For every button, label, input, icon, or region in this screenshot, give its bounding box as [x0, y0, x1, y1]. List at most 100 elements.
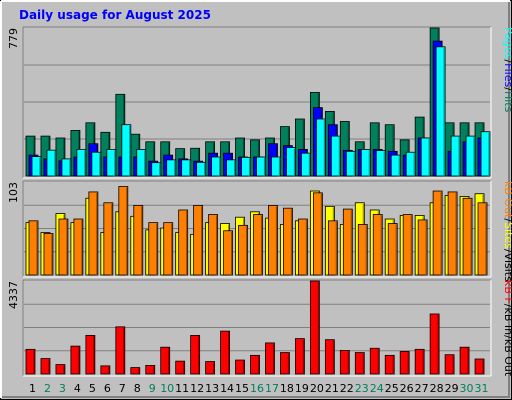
bar-sites — [327, 220, 338, 276]
bar-kb-f — [70, 345, 81, 375]
day-label: 31 — [475, 382, 489, 395]
bar-sites — [357, 224, 368, 276]
legend-label: Visits — [502, 253, 512, 282]
side-legend-text: kB Out/Sites/Visits — [502, 181, 512, 282]
day-label: 14 — [220, 382, 234, 395]
bar-sites — [477, 202, 488, 276]
bar-kb-f — [369, 347, 380, 375]
bar-kb-f — [339, 350, 350, 375]
bar-sites — [163, 222, 174, 276]
side-legend-text: kB F/kB In/kB Out — [502, 280, 512, 377]
day-label: 23 — [355, 382, 369, 395]
bar-kb-f — [444, 354, 455, 375]
bar-pages — [61, 158, 72, 177]
bar-pages — [106, 149, 117, 177]
bar-sites — [447, 191, 458, 276]
bar-pages — [271, 156, 281, 177]
bar-pages — [136, 149, 147, 177]
bar-sites — [298, 218, 308, 276]
bar-kb-f — [25, 348, 36, 375]
bar-kb-f — [235, 359, 245, 375]
day-label: 28 — [430, 382, 444, 395]
bar-kb-f — [354, 352, 365, 375]
bar-pages — [31, 156, 42, 177]
bar-kb-f — [40, 358, 51, 375]
bar-sites — [43, 233, 54, 276]
legend-label: kB F — [502, 280, 512, 304]
bar-pages — [315, 118, 326, 177]
bar-kb-f — [280, 352, 290, 375]
bar-sites — [238, 224, 248, 276]
bar-kb-f — [295, 338, 305, 375]
day-label: 29 — [445, 382, 459, 395]
bar-sites — [268, 205, 278, 276]
bar-pages — [345, 150, 356, 177]
bar-pages — [241, 156, 251, 177]
day-label: 4 — [74, 382, 81, 395]
legend-label: kB In — [502, 307, 512, 335]
bar-sites — [223, 230, 233, 276]
legend-label: Pages — [502, 27, 512, 60]
day-label: 24 — [370, 382, 384, 395]
bar-sites — [193, 205, 204, 276]
bar-pages — [286, 147, 296, 177]
bar-pages — [420, 137, 431, 177]
day-label: 19 — [295, 382, 309, 395]
bar-pages — [375, 150, 386, 177]
bar-kb-f — [175, 360, 186, 375]
day-label: 21 — [325, 382, 339, 395]
day-label: 25 — [385, 382, 399, 395]
bar-pages — [196, 161, 207, 177]
day-label: 27 — [415, 382, 429, 395]
bar-pages — [480, 131, 491, 177]
bar-pages — [46, 149, 57, 177]
bar-sites — [342, 208, 353, 276]
legend-label: Files — [502, 63, 512, 87]
bar-kb-f — [384, 354, 395, 375]
bar-sites — [253, 214, 263, 276]
day-label: 11 — [175, 382, 189, 395]
day-label: 10 — [160, 382, 174, 395]
bar-kb-f — [399, 351, 410, 375]
bar-sites — [103, 202, 114, 276]
bar-pages — [360, 149, 371, 177]
side-legend: kB F/kB In/kB Out — [502, 280, 512, 377]
bar-sites — [133, 205, 144, 276]
bar-pages — [76, 149, 87, 177]
day-label: 30 — [460, 382, 474, 395]
day-label: 17 — [265, 382, 279, 395]
bar-sites — [178, 209, 189, 276]
day-label: 26 — [400, 382, 414, 395]
bar-sites — [208, 214, 219, 276]
day-label: 9 — [149, 382, 156, 395]
bar-sites — [462, 197, 473, 276]
bar-pages — [226, 159, 236, 177]
bar-kb-f — [100, 365, 111, 375]
bar-kb-f — [459, 346, 470, 375]
legend-separator: / — [502, 335, 512, 339]
bar-kb-f — [250, 354, 260, 375]
side-legend: kB Out/Sites/Visits — [502, 181, 512, 282]
legend-separator: / — [502, 218, 512, 222]
legend-separator: / — [502, 249, 512, 253]
day-label: 8 — [134, 382, 141, 395]
day-label: 12 — [190, 382, 204, 395]
side-legend: Pages/Files/Hits — [502, 27, 512, 113]
bar-sites — [372, 214, 383, 276]
day-label: 7 — [119, 382, 126, 395]
bar-sites — [28, 220, 39, 276]
bar-pages — [121, 124, 132, 177]
day-label: 16 — [250, 382, 264, 395]
bar-pages — [256, 156, 266, 177]
day-label: 1 — [29, 382, 36, 395]
bar-kb-f — [309, 280, 320, 375]
bar-pages — [435, 46, 446, 177]
bar-kb-f — [160, 346, 171, 375]
axis-max-label: 103 — [7, 182, 20, 203]
day-label: 22 — [340, 382, 354, 395]
axis-max-label: 4337 — [7, 281, 20, 309]
bar-sites — [402, 214, 413, 276]
